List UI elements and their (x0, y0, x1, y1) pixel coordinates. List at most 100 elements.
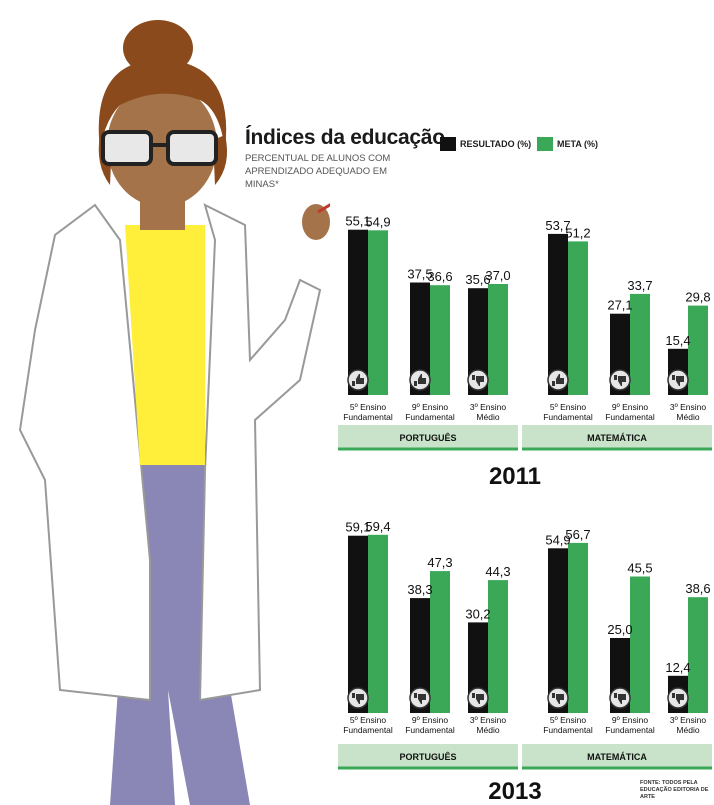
teacher-hair-bun (123, 20, 193, 76)
subject-band-2013-1 (522, 744, 712, 768)
legend-item-meta: META (%) (537, 137, 598, 151)
teacher-coat-right (198, 203, 322, 702)
thumbs-down-2011-5-icon (667, 369, 689, 391)
legend-label-resultado: RESULTADO (%) (460, 139, 532, 149)
tick-label-line1-2013-3: 5º Ensino (550, 715, 586, 725)
data-label-resultado-2011-1: 37,5 (407, 267, 432, 282)
data-label-resultado-2011-2: 35,6 (465, 272, 490, 287)
bar-resultado-2011-1 (410, 282, 430, 395)
thumbs-down-2013-0-icon-hand (356, 694, 364, 704)
legend-item-resultado: RESULTADO (%) (440, 137, 531, 151)
bar-meta-2013-1 (430, 571, 450, 713)
thumbs-down-2013-0-icon-cuff (352, 693, 355, 698)
data-label-resultado-2011-4: 27,1 (607, 298, 632, 313)
data-label-resultado-2013-3: 54,9 (545, 532, 570, 547)
thumbs-down-2013-4-icon (609, 687, 631, 709)
data-label-meta-2011-1: 36,6 (427, 269, 452, 284)
data-label-meta-2013-5: 38,6 (685, 581, 710, 596)
bar-meta-2011-1 (430, 285, 450, 395)
bar-resultado-2011-3 (548, 233, 568, 395)
thumbs-down-2011-5-icon-hand (676, 376, 684, 386)
tick-label-line2-2013-3: Fundamental (543, 725, 593, 735)
tick-label-line1-2011-3: 5º Ensino (550, 402, 586, 412)
data-label-meta-2011-4: 33,7 (627, 278, 652, 293)
teacher-shirt (125, 225, 205, 465)
subject-band-2011-1 (522, 425, 712, 449)
tick-label-line2-2013-4: Fundamental (605, 725, 655, 735)
teacher-coat (18, 203, 151, 702)
thumbs-up-2011-0-icon (347, 369, 369, 391)
thumbs-up-2011-3-icon (547, 369, 569, 391)
tick-label-line1-2011-5: 3º Ensino (670, 402, 706, 412)
teacher-glasses-right (166, 130, 218, 166)
year-label-2013: 2013 (488, 778, 541, 805)
thumbs-down-2011-4-icon-hand (618, 376, 626, 386)
thumbs-down-2013-5-icon-cuff (672, 693, 675, 698)
tick-label-line2-2013-0: Fundamental (343, 725, 393, 735)
tick-label-line2-2011-3: Fundamental (543, 412, 593, 422)
tick-label-line2-2013-5: Médio (676, 725, 699, 735)
tick-label-line2-2011-0: Fundamental (343, 412, 393, 422)
data-label-resultado-2013-1: 38,3 (407, 582, 432, 597)
thumbs-down-2011-2-icon (467, 369, 489, 391)
thumbs-down-2013-1-icon-hand (418, 694, 426, 704)
thumbs-down-2013-2-icon-cuff (472, 693, 475, 698)
data-label-meta-2013-2: 44,3 (485, 564, 510, 579)
legend-label-meta: META (%) (557, 139, 598, 149)
data-label-resultado-2013-5: 12,4 (665, 660, 690, 675)
thumbs-down-2011-2-icon-hand (476, 376, 484, 386)
thumbs-up-2011-3-icon-cuff (552, 381, 555, 386)
data-label-meta-2011-3: 51,2 (565, 225, 590, 240)
chart-subtitle: PERCENTUAL DE ALUNOS COM APRENDIZADO ADE… (245, 153, 391, 190)
legend-swatch-meta (537, 137, 553, 151)
data-label-resultado-2013-0: 59,1 (345, 520, 370, 535)
tick-label-line1-2013-4: 9º Ensino (612, 715, 648, 725)
bar-meta-2013-5 (688, 597, 708, 713)
tick-label-line1-2013-2: 3º Ensino (470, 715, 506, 725)
bar-meta-2013-4 (630, 576, 650, 713)
tick-label-line1-2011-1: 9º Ensino (412, 402, 448, 412)
thumbs-down-2011-5-icon-cuff (672, 375, 675, 380)
thumbs-down-2011-2-icon-cuff (472, 375, 475, 380)
data-label-meta-2013-1: 47,3 (427, 555, 452, 570)
thumbs-down-2013-4-icon-cuff (614, 693, 617, 698)
bar-resultado-2013-0 (348, 535, 368, 713)
thumbs-up-2011-1-icon (409, 369, 431, 391)
chart-title: Índices da educação (245, 126, 445, 149)
tick-label-line1-2013-1: 9º Ensino (412, 715, 448, 725)
teacher-hair (98, 60, 227, 150)
tick-label-line1-2013-5: 3º Ensino (670, 715, 706, 725)
bar-meta-2011-2 (488, 284, 508, 395)
bar-resultado-2011-0 (348, 229, 368, 395)
data-label-meta-2011-0: 54,9 (365, 214, 390, 229)
thumbs-down-2013-0-icon (347, 687, 369, 709)
legend-swatch-resultado (440, 137, 456, 151)
data-label-meta-2013-4: 45,5 (627, 561, 652, 576)
thumbs-down-2011-4-icon (609, 369, 631, 391)
subject-label-2011-0: PORTUGUÊS (399, 432, 456, 443)
thumbs-down-2013-1-icon-cuff (414, 693, 417, 698)
bar-resultado-2013-3 (548, 548, 568, 713)
bar-meta-2011-0 (368, 230, 388, 395)
source-note: FONTE: TODOS PELA EDUCAÇÃO EDITORIA DE A… (640, 780, 709, 800)
data-label-resultado-2013-2: 30,2 (465, 606, 490, 621)
thumbs-down-2011-4-icon-cuff (614, 375, 617, 380)
tick-label-line2-2011-4: Fundamental (605, 412, 655, 422)
data-label-resultado-2013-4: 25,0 (607, 622, 632, 637)
data-label-resultado-2011-3: 53,7 (545, 218, 570, 233)
teacher-illustration (18, 20, 330, 805)
subject-label-2013-1: MATEMÁTICA (587, 752, 647, 762)
bar-meta-2011-4 (630, 293, 650, 395)
tick-label-line2-2013-1: Fundamental (405, 725, 455, 735)
year-label-2011: 2011 (489, 463, 541, 490)
bar-resultado-2013-1 (410, 598, 430, 713)
thumbs-down-2013-3-icon (547, 687, 569, 709)
bar-meta-2011-5 (688, 305, 708, 395)
thumbs-down-2013-2-icon (467, 687, 489, 709)
subject-band-2013-0 (338, 744, 518, 768)
data-label-meta-2013-3: 56,7 (565, 527, 590, 542)
thumbs-up-2011-1-icon-hand (418, 374, 426, 384)
thumbs-down-2013-3-icon-hand (556, 694, 564, 704)
bar-meta-2011-3 (568, 241, 588, 395)
